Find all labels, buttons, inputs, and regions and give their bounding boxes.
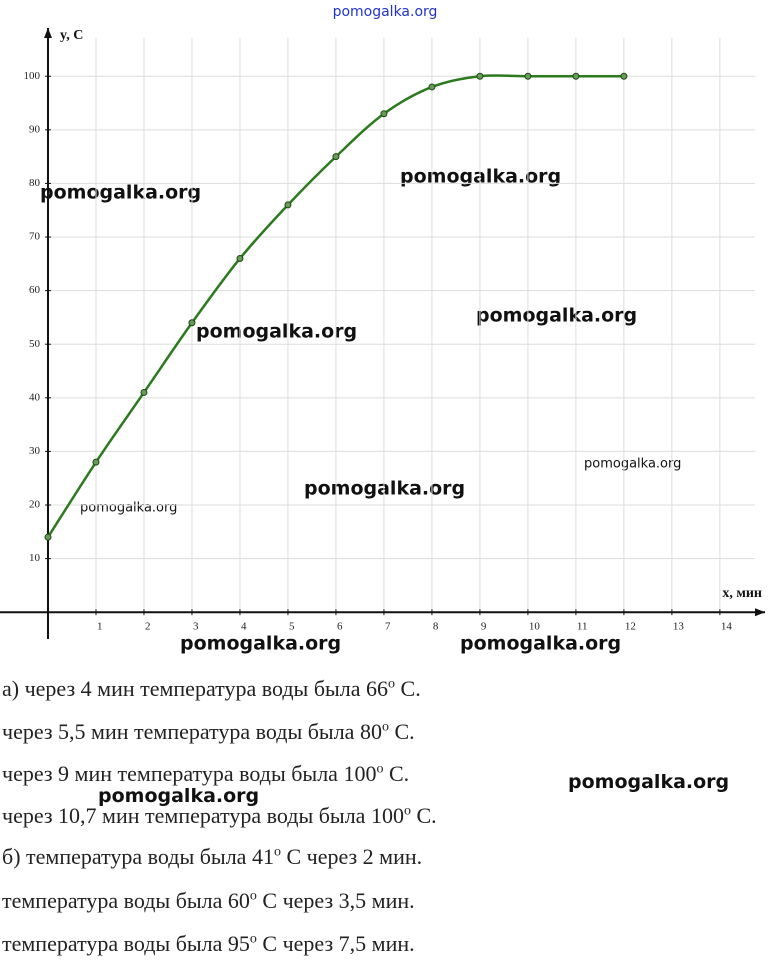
answer-sup: о: [388, 676, 396, 692]
data-point: [188, 319, 196, 327]
x-tick-label: 11: [577, 621, 588, 633]
answer-line: через 9 мин температура воды была 100о С…: [2, 761, 409, 787]
answer-line: температура воды была 95о С через 7,5 ми…: [2, 931, 415, 957]
chart: pomogalka.org y, С x, мин pomogalka.org …: [0, 4, 765, 655]
y-tick-label: 80: [29, 177, 41, 189]
data-line: [46, 74, 624, 538]
y-axis-arrow: [43, 28, 52, 38]
data-point: [140, 388, 148, 396]
x-tick-label: 13: [673, 621, 685, 633]
data-point: [572, 72, 580, 80]
answer-line: б) температура воды была 41о С через 2 м…: [2, 844, 422, 870]
y-tick-label: 30: [29, 445, 41, 457]
answer-line: через 10,7 мин температура воды была 100…: [2, 803, 437, 829]
x-tick-label: 6: [337, 621, 343, 633]
x-tick-label: 8: [433, 621, 439, 633]
x-tick-label: 9: [481, 621, 487, 633]
data-point: [620, 72, 628, 80]
answer-tail: С.: [410, 803, 437, 828]
x-tick-label: 12: [625, 621, 636, 633]
x-tick-label: 2: [145, 621, 151, 633]
y-axis-label: y, С: [60, 28, 83, 43]
data-point: [428, 83, 436, 91]
answer-line: через 5,5 мин температура воды была 80о …: [2, 719, 415, 745]
watermark: pomogalka.org: [400, 166, 561, 188]
grid: [47, 38, 755, 613]
answer-sup: о: [376, 761, 384, 777]
answer-text: температура воды была 95: [2, 931, 250, 956]
data-point: [236, 254, 244, 262]
x-tick-label: 5: [289, 621, 295, 633]
data-point: [92, 458, 100, 466]
answer-tail: С через 2 мин.: [280, 844, 423, 869]
watermark: pomogalka.org: [304, 478, 465, 500]
data-point: [332, 153, 340, 161]
x-tick-label: 1: [97, 621, 103, 633]
watermark: pomogalka.org: [180, 633, 341, 655]
watermark: pomogalka.org: [98, 785, 260, 807]
data-point: [380, 110, 388, 118]
y-tick-label: 90: [29, 123, 41, 135]
y-tick-label: 50: [29, 338, 41, 350]
data-point: [284, 201, 292, 209]
y-tick-label: 10: [29, 552, 41, 564]
answer-tail: С.: [395, 676, 421, 701]
watermark: pomogalka.org: [40, 182, 201, 204]
watermark: pomogalka.org: [476, 305, 637, 327]
answer-sup: о: [249, 888, 257, 904]
x-axis-label: x, мин: [722, 586, 762, 601]
answer-text: б) температура воды была 41: [2, 844, 274, 869]
answer-text: температура воды была 60: [2, 888, 250, 913]
x-axis-arrow: [755, 608, 765, 617]
x-tick-label: 3: [193, 621, 199, 633]
data-point: [44, 533, 52, 541]
watermark: pomogalka.org: [460, 633, 621, 655]
answer-sup: о: [249, 931, 257, 947]
y-tick-label: 20: [29, 499, 41, 511]
answer-text: через 5,5 мин температура воды была 80: [2, 719, 382, 744]
x-tick-label: 7: [385, 621, 391, 633]
answer-tail: С через 7,5 мин.: [256, 931, 415, 956]
x-tick-label: 4: [241, 621, 247, 633]
answer-text: через 10,7 мин температура воды была 100: [2, 803, 404, 828]
chart-title: pomogalka.org: [333, 4, 438, 20]
watermark: pomogalka.org: [584, 457, 681, 472]
answer-tail: С.: [383, 761, 410, 786]
watermark: pomogalka.org: [196, 321, 357, 343]
x-tick-label: 14: [721, 621, 733, 633]
y-tick-label: 70: [29, 231, 41, 243]
answer-text: а) через 4 мин температура воды была 66: [2, 676, 389, 701]
answer-tail: С.: [388, 719, 415, 744]
y-tick-label: 40: [29, 391, 41, 403]
data-point: [476, 72, 484, 80]
answer-sup: о: [403, 803, 411, 819]
answer-text: через 9 мин температура воды была 100: [2, 761, 377, 786]
answer-sup: о: [381, 719, 389, 735]
watermark: pomogalka.org: [80, 501, 177, 516]
x-tick-label: 10: [529, 621, 541, 633]
answer-tail: С через 3,5 мин.: [256, 888, 415, 913]
answer-line: температура воды была 60о С через 3,5 ми…: [2, 888, 415, 914]
answer-sup: о: [273, 844, 281, 860]
answer-line: а) через 4 мин температура воды была 66о…: [2, 676, 421, 702]
y-tick-label: 100: [23, 70, 40, 82]
y-tick-label: 60: [29, 284, 41, 296]
data-point: [524, 72, 532, 80]
watermark: pomogalka.org: [568, 771, 730, 793]
